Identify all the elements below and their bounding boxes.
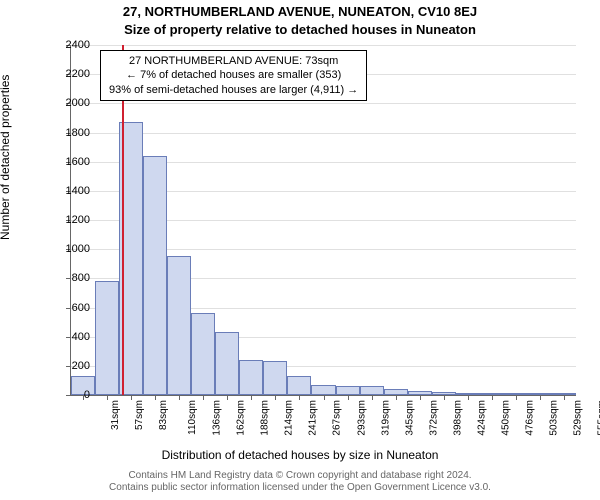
chart-title-address: 27, NORTHUMBERLAND AVENUE, NUNEATON, CV1…: [0, 4, 600, 19]
ytick-label: 1400: [50, 185, 90, 197]
footer-line1: Contains HM Land Registry data © Crown c…: [0, 470, 600, 482]
xtick-label: 555sqm: [597, 400, 600, 436]
x-axis-label: Distribution of detached houses by size …: [0, 448, 600, 462]
histogram-bar: [360, 386, 384, 395]
xtick-mark: [444, 395, 445, 400]
ytick-label: 1800: [50, 127, 90, 139]
gridline: [71, 133, 576, 134]
xtick-mark: [492, 395, 493, 400]
xtick-mark: [107, 395, 108, 400]
xtick-label: 372sqm: [428, 400, 439, 436]
xtick-label: 31sqm: [110, 400, 121, 430]
xtick-mark: [299, 395, 300, 400]
xtick-mark: [348, 395, 349, 400]
xtick-label: 529sqm: [573, 400, 584, 436]
annotation-line3: 93% of semi-detached houses are larger (…: [109, 83, 358, 97]
xtick-label: 267sqm: [332, 400, 343, 436]
xtick-mark: [564, 395, 565, 400]
xtick-label: 162sqm: [236, 400, 247, 436]
xtick-mark: [516, 395, 517, 400]
xtick-label: 136sqm: [212, 400, 223, 436]
chart-container: 27, NORTHUMBERLAND AVENUE, NUNEATON, CV1…: [0, 0, 600, 500]
xtick-label: 424sqm: [476, 400, 487, 436]
xtick-mark: [179, 395, 180, 400]
xtick-mark: [275, 395, 276, 400]
xtick-mark: [324, 395, 325, 400]
xtick-label: 319sqm: [380, 400, 391, 436]
chart-title-description: Size of property relative to detached ho…: [0, 22, 600, 37]
histogram-bar: [311, 385, 335, 395]
ytick-label: 800: [50, 272, 90, 284]
gridline: [71, 45, 576, 46]
histogram-bar: [239, 360, 263, 395]
ytick-label: 2200: [50, 68, 90, 80]
xtick-mark: [131, 395, 132, 400]
xtick-mark: [251, 395, 252, 400]
histogram-bar: [287, 376, 311, 395]
ytick-label: 600: [50, 302, 90, 314]
xtick-mark: [420, 395, 421, 400]
ytick-label: 2400: [50, 39, 90, 51]
xtick-mark: [396, 395, 397, 400]
xtick-mark: [372, 395, 373, 400]
ytick-label: 200: [50, 360, 90, 372]
xtick-mark: [227, 395, 228, 400]
xtick-label: 503sqm: [548, 400, 559, 436]
xtick-label: 476sqm: [524, 400, 535, 436]
annotation-box: 27 NORTHUMBERLAND AVENUE: 73sqm ← 7% of …: [100, 50, 367, 101]
xtick-label: 241sqm: [308, 400, 319, 436]
xtick-mark: [540, 395, 541, 400]
ytick-label: 1200: [50, 214, 90, 226]
y-axis-label: Number of detached properties: [0, 75, 12, 240]
ytick-label: 0: [50, 389, 90, 401]
xtick-mark: [155, 395, 156, 400]
xtick-label: 293sqm: [356, 400, 367, 436]
footer-line2: Contains public sector information licen…: [0, 482, 600, 494]
ytick-label: 1600: [50, 156, 90, 168]
histogram-bar: [95, 281, 119, 395]
xtick-label: 345sqm: [404, 400, 415, 436]
ytick-label: 1000: [50, 243, 90, 255]
histogram-bar: [191, 313, 215, 395]
xtick-mark: [203, 395, 204, 400]
histogram-bar: [336, 386, 360, 395]
xtick-label: 214sqm: [284, 400, 295, 436]
xtick-label: 450sqm: [500, 400, 511, 436]
xtick-label: 83sqm: [158, 400, 169, 430]
histogram-bar: [167, 256, 191, 395]
annotation-line2: ← 7% of detached houses are smaller (353…: [109, 68, 358, 82]
histogram-bar: [215, 332, 239, 395]
xtick-label: 57sqm: [134, 400, 145, 430]
ytick-label: 400: [50, 331, 90, 343]
xtick-label: 398sqm: [452, 400, 463, 436]
histogram-bar: [263, 361, 287, 395]
annotation-line1: 27 NORTHUMBERLAND AVENUE: 73sqm: [109, 54, 358, 68]
ytick-label: 2000: [50, 97, 90, 109]
xtick-mark: [468, 395, 469, 400]
gridline: [71, 103, 576, 104]
histogram-bar: [143, 156, 167, 395]
xtick-label: 188sqm: [260, 400, 271, 436]
xtick-label: 110sqm: [187, 400, 198, 435]
footer: Contains HM Land Registry data © Crown c…: [0, 470, 600, 494]
